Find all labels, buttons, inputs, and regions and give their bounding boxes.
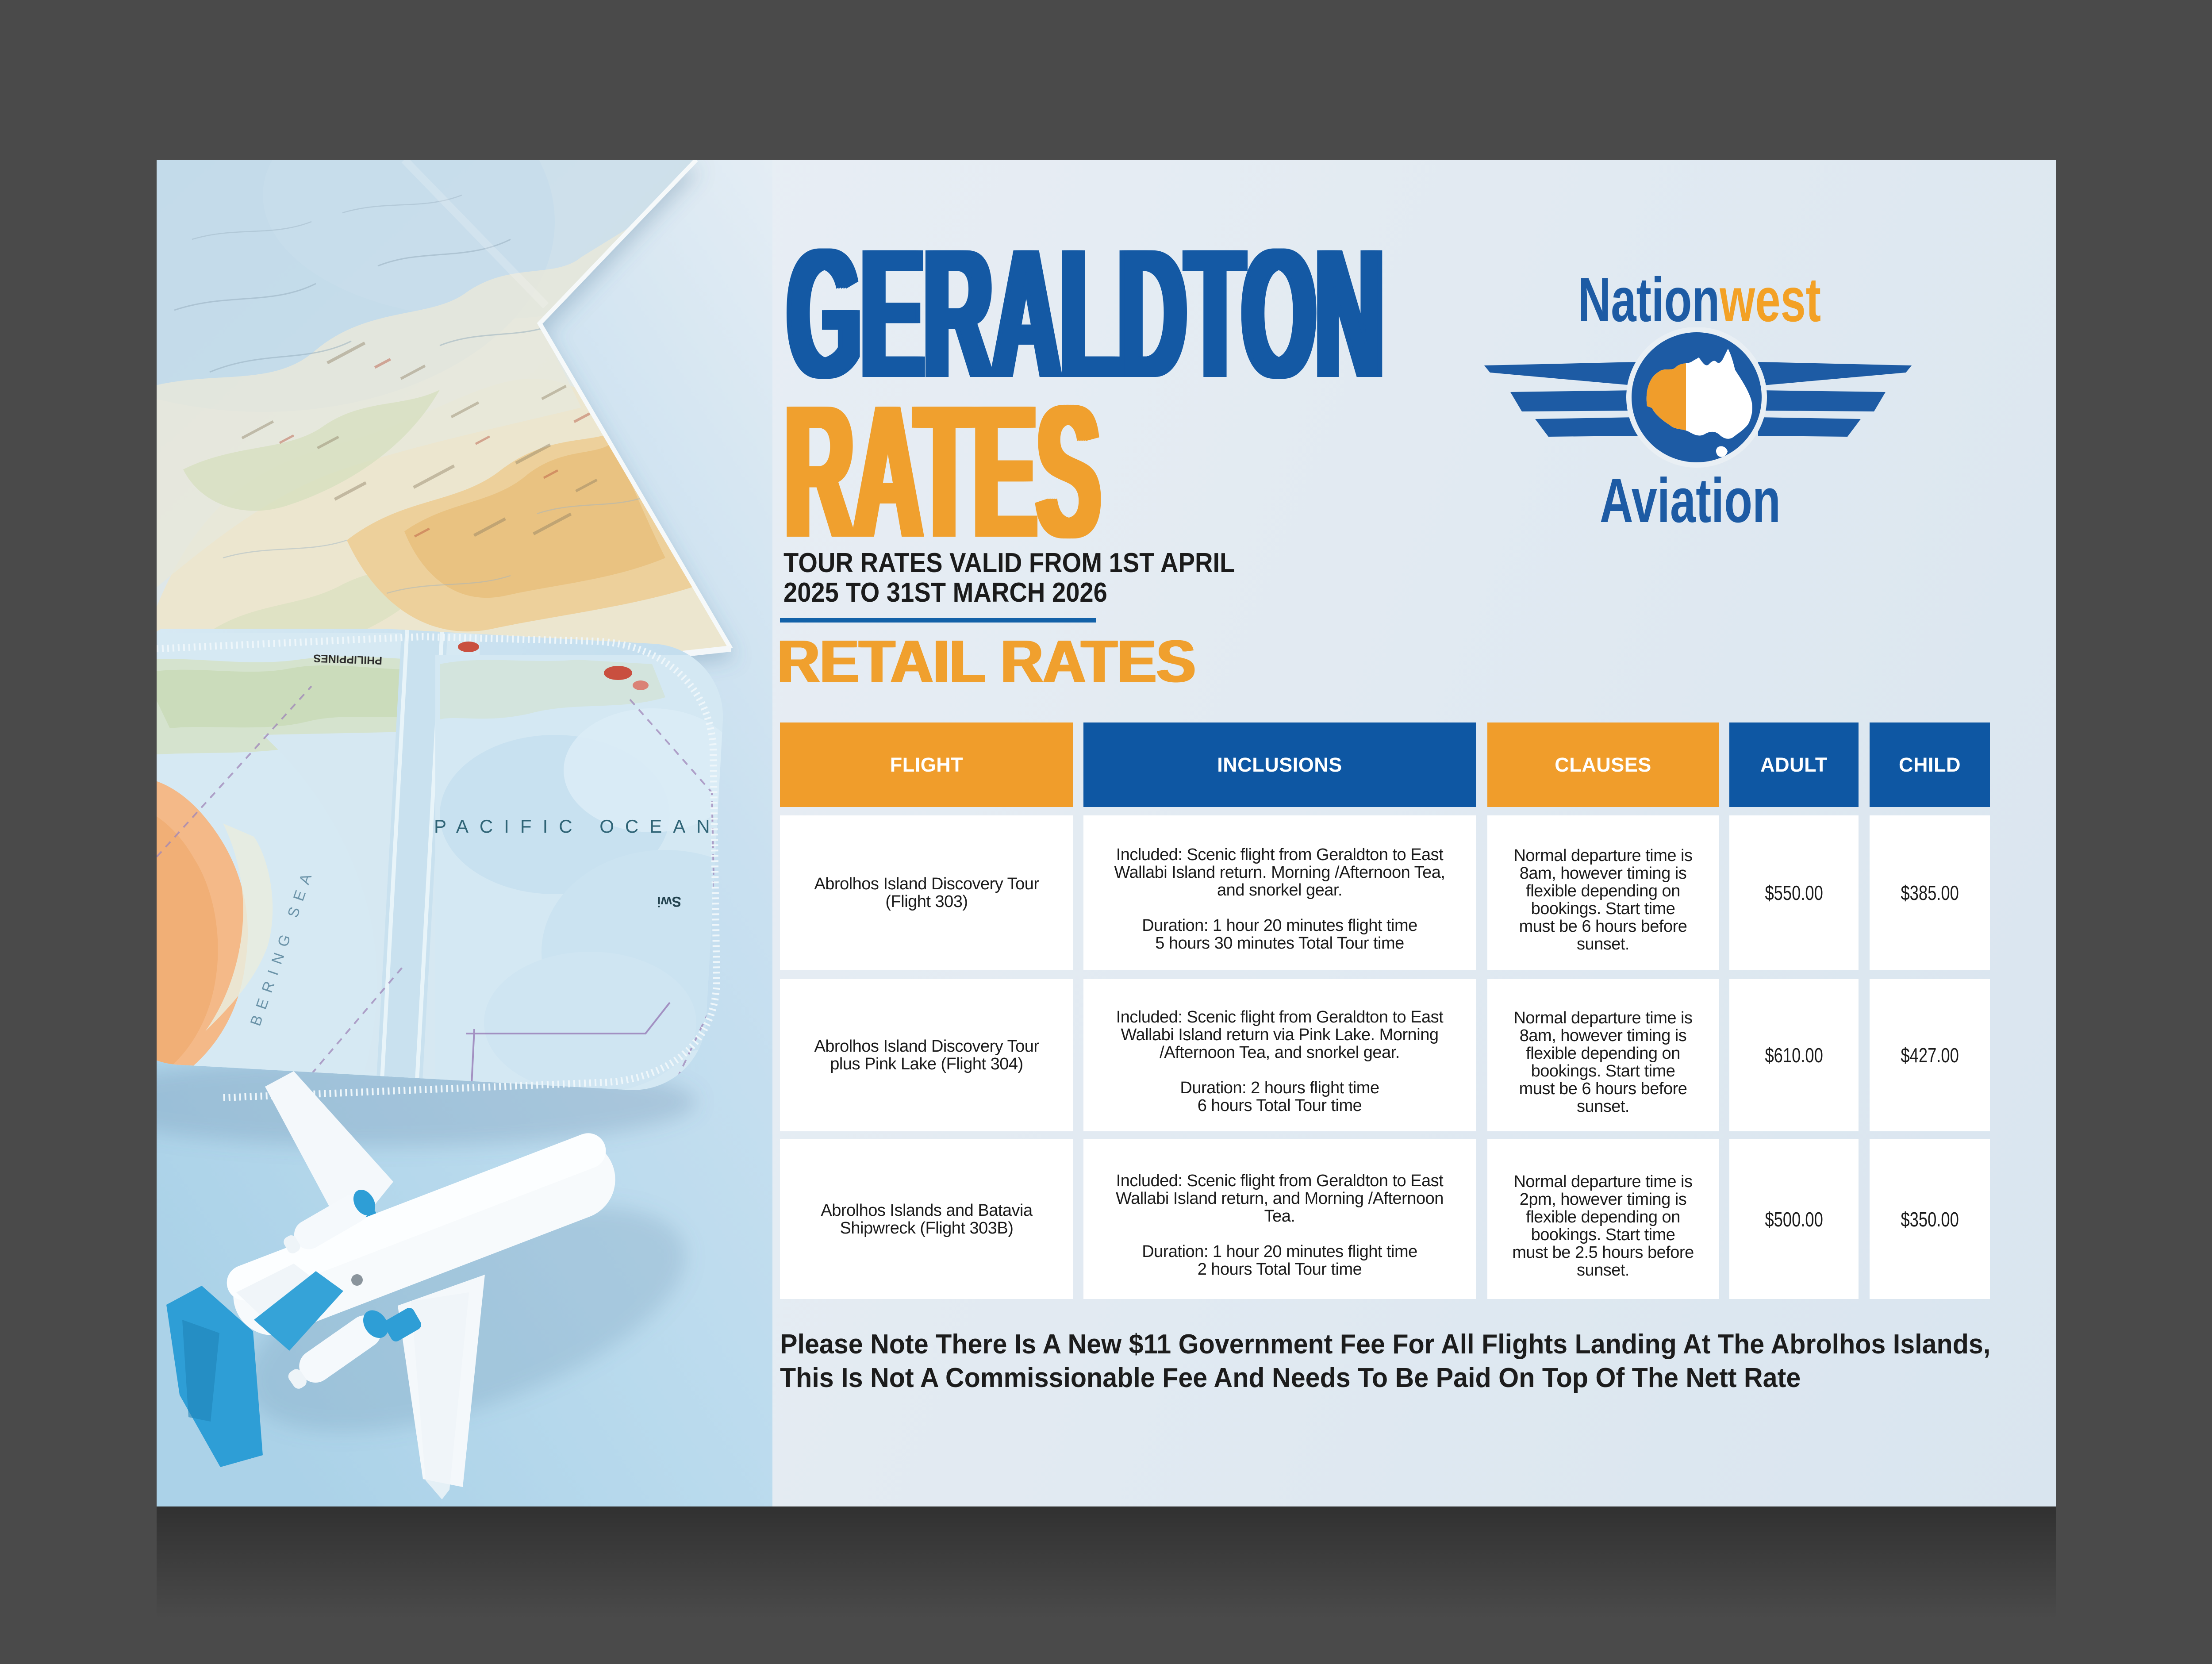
svg-text:PHILIPPINES: PHILIPPINES xyxy=(313,652,382,666)
svg-text:Swi: Swi xyxy=(657,894,681,910)
svg-text:PACIFIC OCEAN: PACIFIC OCEAN xyxy=(434,816,721,837)
